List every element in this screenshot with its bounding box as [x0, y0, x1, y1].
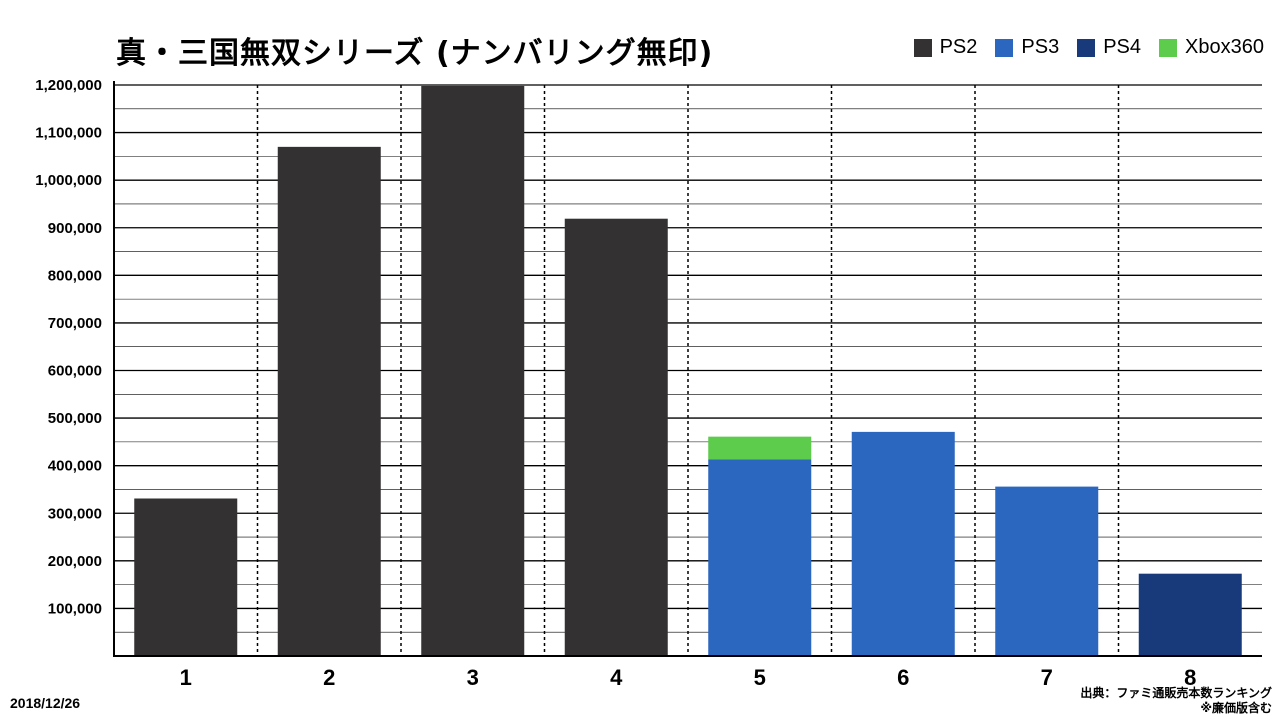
y-tick-label: 700,000 [48, 315, 102, 332]
legend-swatch-xbox360 [1159, 38, 1178, 57]
legend-item-ps2: PS2 [913, 36, 978, 59]
y-tick-label: 400,000 [48, 458, 102, 475]
y-tick-label: 900,000 [48, 220, 102, 237]
y-tick-label: 1,100,000 [35, 125, 102, 142]
date-label: 2018/12/26 [10, 695, 81, 711]
y-tick-label: 600,000 [48, 363, 102, 380]
y-tick-label: 1,000,000 [35, 172, 102, 189]
bar-ps2-1 [134, 498, 238, 656]
x-tick-label: 1 [180, 665, 192, 690]
bar-ps3-7 [995, 486, 1099, 656]
legend-label-ps4: PS4 [1103, 36, 1142, 58]
bar-ps3-5 [708, 459, 812, 656]
source-line: 出典：ファミ通販売本数ランキング [1080, 686, 1272, 700]
x-tick-label: 7 [1041, 665, 1053, 690]
bar-ps3-6 [851, 431, 955, 656]
legend: PS2 PS3 PS4 Xbox360 [913, 36, 1264, 59]
y-tick-label: 100,000 [48, 600, 102, 617]
bar-ps2-4 [564, 218, 668, 656]
x-tick-label: 2 [323, 665, 335, 690]
legend-item-ps3: PS3 [995, 36, 1059, 59]
x-tick-label: 8 [1184, 665, 1196, 690]
legend-label-ps3: PS3 [1021, 36, 1060, 58]
y-tick-label: 500,000 [48, 410, 102, 427]
legend-swatch-ps4 [1077, 38, 1096, 57]
bar-ps2-2 [277, 146, 381, 656]
x-tick-label: 3 [467, 665, 479, 690]
legend-item-xbox360: Xbox360 [1159, 36, 1264, 59]
bar-xbox360-5 [708, 436, 812, 460]
bar-ps2-3 [421, 85, 525, 657]
y-tick-label: 800,000 [48, 267, 102, 284]
legend-label-ps2: PS2 [939, 36, 978, 58]
legend-swatch-ps3 [995, 38, 1014, 57]
legend-swatch-ps2 [913, 38, 932, 57]
y-tick-label: 200,000 [48, 553, 102, 570]
legend-label-xbox360: Xbox360 [1185, 36, 1264, 58]
y-tick-label: 1,200,000 [35, 77, 102, 94]
chart-title: 真・三国無双シリーズ (ナンバリング無印) [116, 36, 714, 71]
legend-item-ps4: PS4 [1077, 36, 1141, 59]
x-tick-label: 5 [754, 665, 766, 690]
x-tick-label: 6 [897, 665, 909, 690]
x-tick-label: 4 [610, 665, 623, 690]
bar-ps4-8 [1138, 573, 1242, 656]
source-note: 出典：ファミ通販売本数ランキング ※廉価版含む [1080, 686, 1272, 716]
source-footnote: ※廉価版含む [1200, 701, 1272, 715]
y-tick-label: 300,000 [48, 505, 102, 522]
